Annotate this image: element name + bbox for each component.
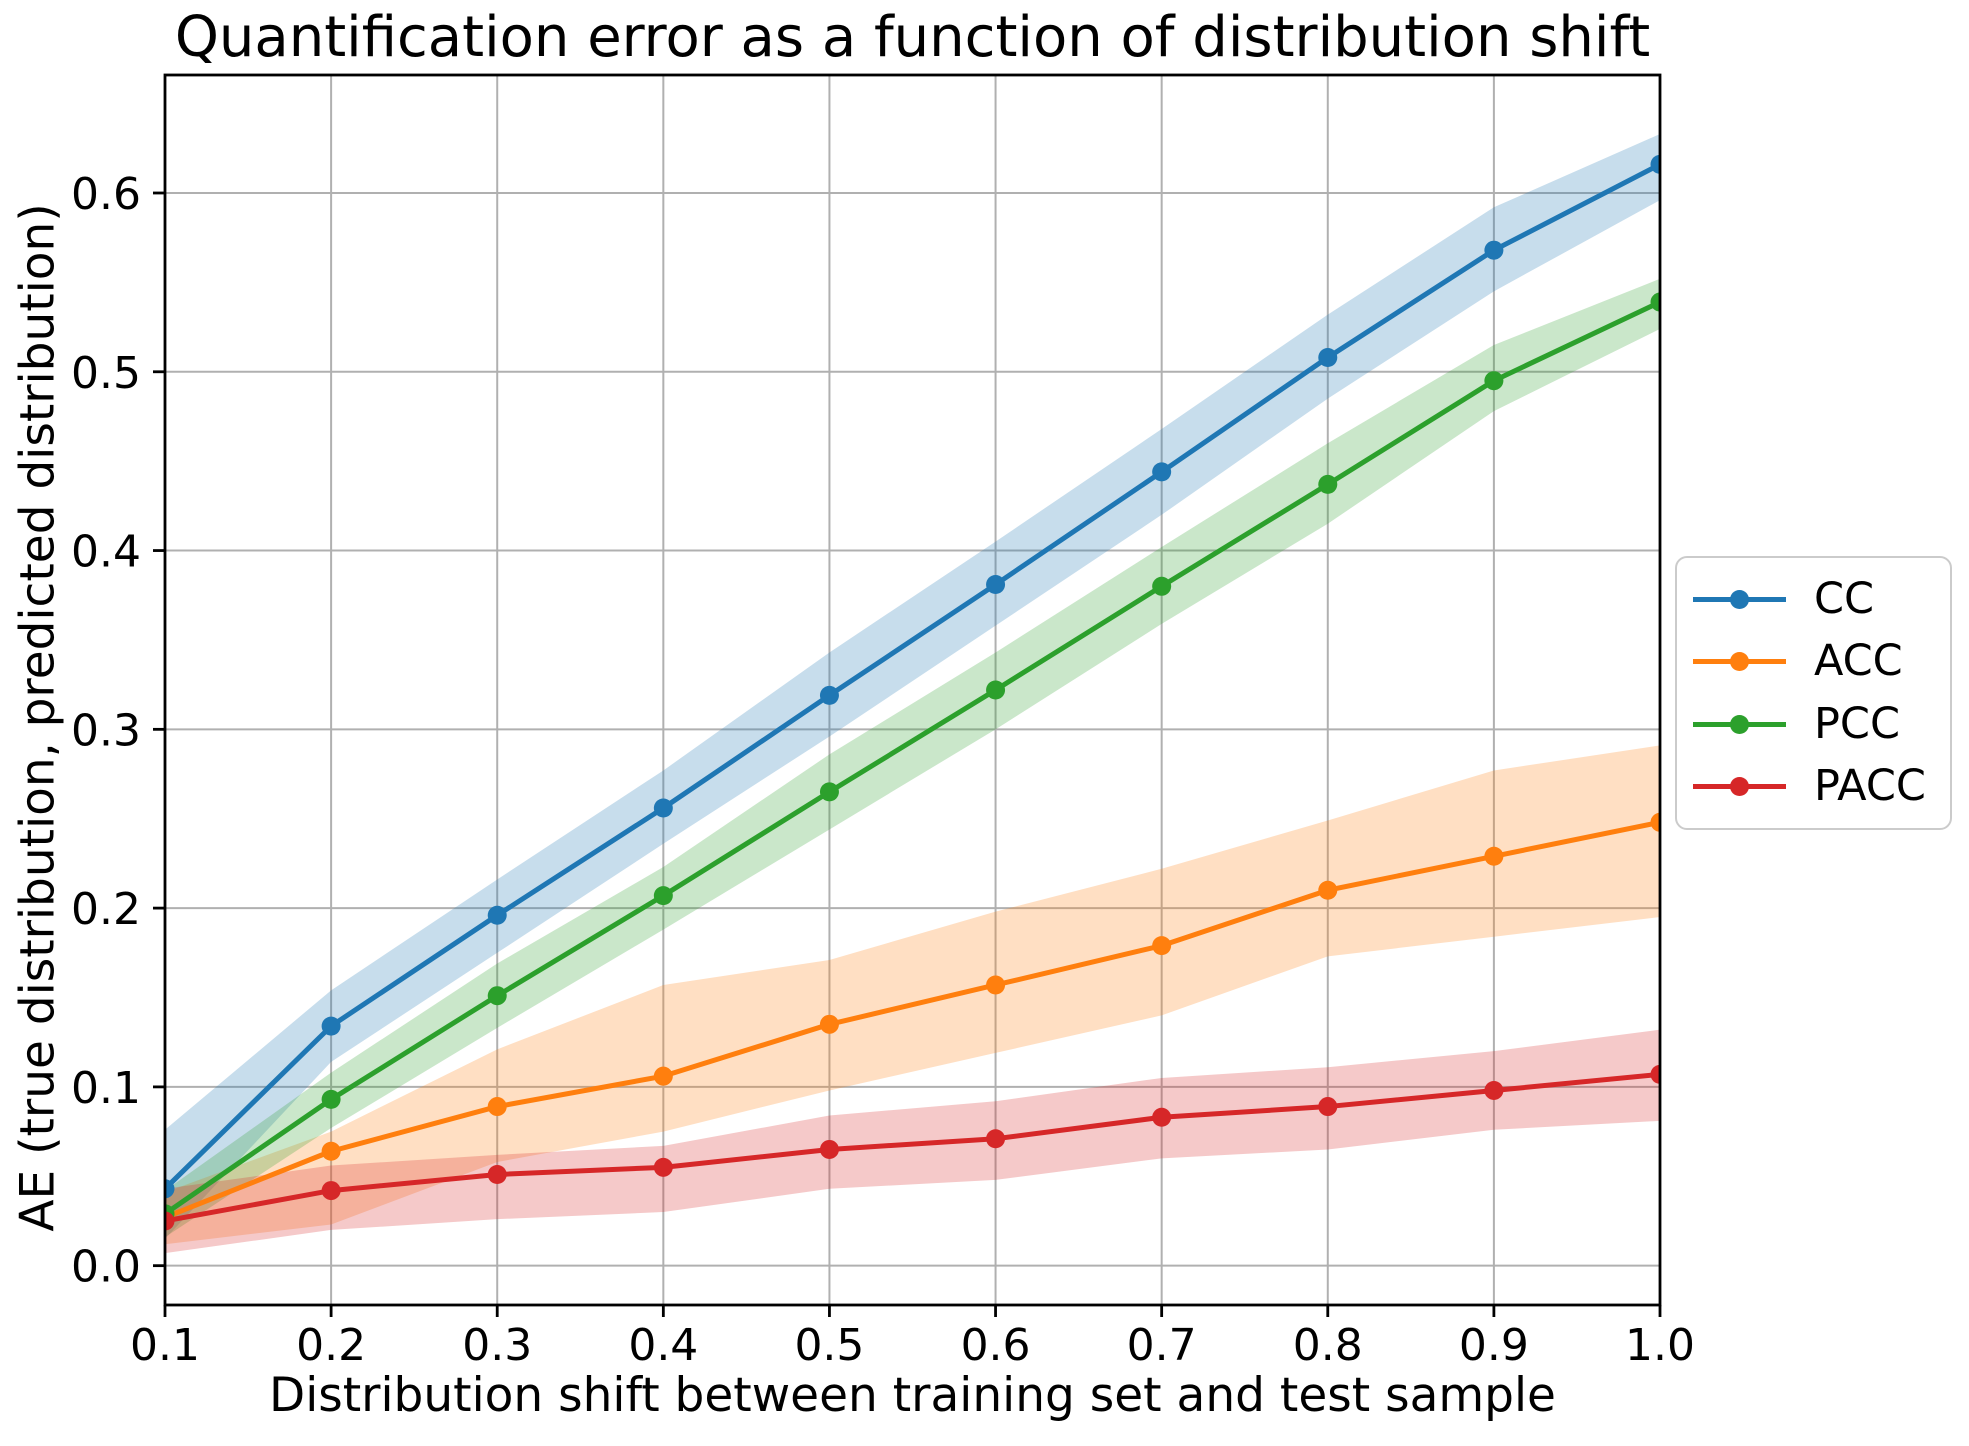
marker-acc [1152,936,1172,956]
marker-pacc [1318,1097,1338,1117]
y-tick-label: 0.2 [71,884,141,935]
marker-pcc [653,886,673,906]
chart-title: Quantification error as a function of di… [174,5,1651,70]
marker-pacc [819,1139,839,1159]
axes-spines [163,73,1662,1307]
x-tick-label: 0.5 [794,1320,864,1371]
series-lines [165,154,1660,1231]
legend-marker-dot-pacc [1730,777,1749,797]
marker-pacc [1650,1064,1660,1084]
tick-labels: 0.1 0.2 0.3 0.4 0.5 0.6 0.7 0.8 0.9 1.0 0.0 0.1 0.2 0… [71,169,1695,1371]
marker-pcc [487,986,507,1006]
marker-pacc [165,1211,175,1231]
x-tick-label: 0.4 [628,1320,698,1371]
x-axis-label: Distribution shift between training set … [269,1368,1556,1423]
marker-cc [487,905,507,925]
marker-cc [1318,347,1338,367]
x-tick-label: 0.3 [462,1320,532,1371]
marker-pacc [321,1181,341,1201]
legend-line-swatch-acc [1693,652,1786,672]
marker-pcc [321,1089,341,1109]
marker-cc [819,685,839,705]
legend-label-pacc: PACC [1814,761,1926,812]
legend-label-acc: ACC [1814,636,1903,687]
marker-pcc [1152,576,1172,596]
y-tick-label: 0.6 [71,169,141,220]
line-pacc [165,1071,1660,1224]
marker-acc [653,1066,673,1086]
marker-cc [165,1179,175,1199]
legend-marker-dot-acc [1730,652,1749,672]
marker-pacc [487,1164,507,1184]
marker-acc [986,975,1006,995]
legend-item-pacc: PACC [1693,758,1940,816]
marker-cc [321,1016,341,1036]
x-tick-label: 1.0 [1625,1320,1695,1371]
legend-line-swatch-pacc [1693,777,1786,797]
marker-acc [487,1097,507,1117]
line-pcc [165,299,1660,1217]
legend-item-acc: ACC [1693,633,1940,691]
legend-label-pcc: PCC [1814,698,1900,749]
legend-label-cc: CC [1814,573,1875,624]
y-tick-label: 0.0 [71,1242,141,1293]
band-pcc [165,278,1660,1238]
x-tick-label: 0.2 [296,1320,366,1371]
legend-marker-dot-pcc [1730,714,1749,734]
marker-pcc [986,680,1006,700]
legend: CC ACC PCC PACC [1675,556,1952,830]
legend-line-swatch-cc [1693,589,1786,609]
line-cc [165,161,1660,1192]
tick-marks [153,191,1662,1317]
marker-acc [1318,880,1338,900]
band-pacc [165,1029,1660,1254]
marker-pcc [1318,474,1338,494]
marker-cc [1650,154,1660,174]
legend-item-cc: CC [1693,570,1940,628]
marker-cc [986,575,1006,595]
marker-pacc [653,1157,673,1177]
x-tick-label: 0.9 [1459,1320,1529,1371]
y-tick-label: 0.4 [71,527,141,578]
line-acc [165,819,1660,1220]
marker-pacc [1484,1080,1504,1100]
marker-acc [321,1141,341,1161]
confidence-bands [165,133,1660,1254]
y-tick-label: 0.3 [71,705,141,756]
marker-acc [819,1014,839,1034]
y-tick-label: 0.5 [71,348,141,399]
x-tick-label: 0.6 [961,1320,1031,1371]
y-tick-label: 0.1 [71,1063,141,1114]
legend-marker-dot-cc [1730,589,1749,609]
legend-line-swatch-pcc [1693,714,1786,734]
x-tick-label: 0.1 [130,1320,200,1371]
marker-pcc [1650,292,1660,312]
band-cc [165,133,1660,1239]
marker-acc [1484,846,1504,866]
marker-cc [1152,462,1172,482]
marker-pcc [1484,371,1504,391]
marker-acc [1650,812,1660,832]
y-axis-label: AE (true distribution, predicted distrib… [10,203,66,1232]
x-tick-label: 0.7 [1127,1320,1197,1371]
marker-pacc [1152,1107,1172,1127]
marker-pcc [819,782,839,802]
marker-cc [1484,240,1504,260]
x-tick-label: 0.8 [1293,1320,1363,1371]
legend-item-pcc: PCC [1693,695,1940,753]
marker-cc [653,798,673,818]
band-acc [165,745,1660,1245]
marker-pacc [986,1129,1006,1149]
